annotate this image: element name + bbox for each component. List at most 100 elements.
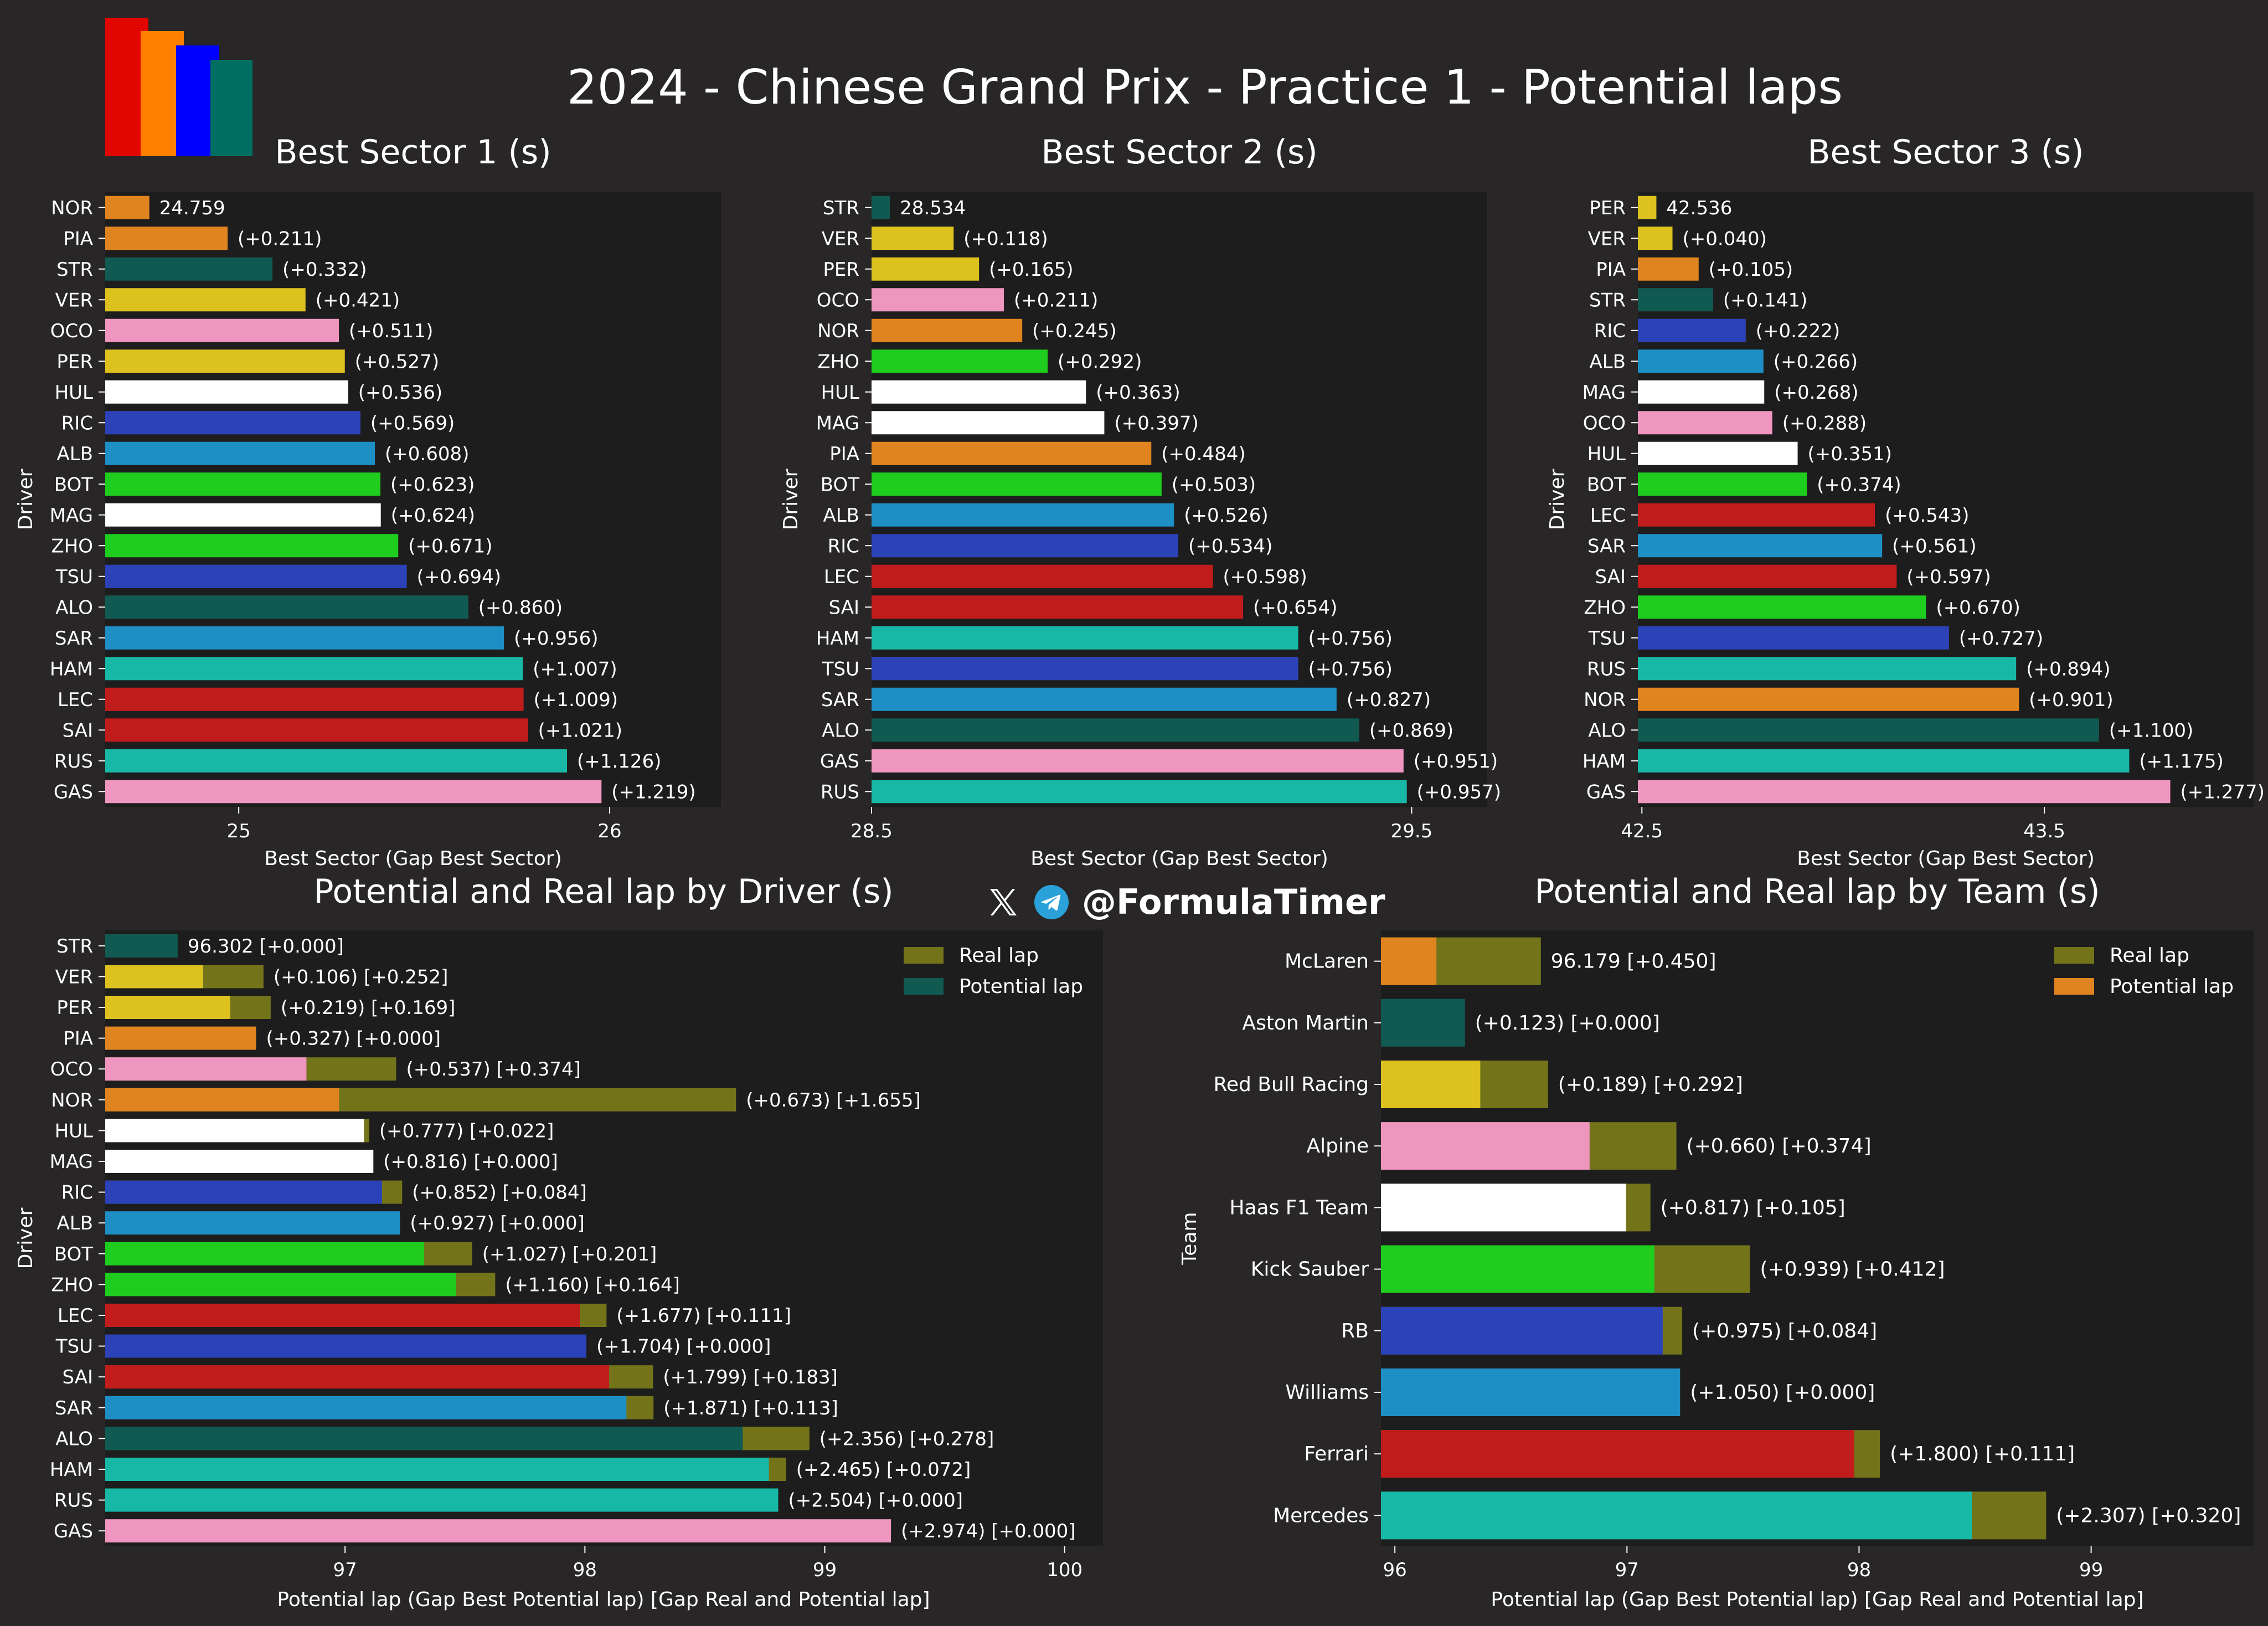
- sector3-y-axis-label: Driver: [1546, 469, 1569, 530]
- sector1-data-label: (+0.569): [370, 412, 455, 434]
- team_laps-potential-lap-bar: [1381, 937, 1437, 985]
- driver_laps-potential-lap-bar: [105, 1150, 374, 1173]
- team_laps-potential-lap-bar: [1381, 1491, 1972, 1540]
- sector2-bar: [872, 595, 1244, 619]
- sector1-category-label: SAI: [63, 719, 94, 742]
- sector3-data-label: (+0.561): [1892, 535, 1976, 557]
- sector2-data-label: (+0.951): [1414, 750, 1498, 773]
- team_laps-potential-lap-bar: [1381, 1306, 1663, 1355]
- sector1-y-axis-label: Driver: [14, 469, 37, 530]
- driver_laps-potential-lap-bar: [105, 1088, 339, 1112]
- sector3-data-label: (+1.277): [2181, 781, 2265, 803]
- driver_laps-category-label: STR: [56, 935, 93, 958]
- driver_laps-x-axis-label: Potential lap (Gap Best Potential lap) […: [277, 1588, 930, 1611]
- driver_laps-category-label: HAM: [50, 1459, 93, 1481]
- driver_laps-potential-lap-bar: [105, 965, 203, 989]
- sector2-category-label: HUL: [821, 382, 859, 404]
- sector1-data-label: (+0.211): [238, 228, 322, 250]
- driver_laps-potential-lap-bar: [105, 1180, 382, 1204]
- sector1-category-label: MAG: [50, 505, 93, 527]
- sector1-x-tick-label: 25: [227, 820, 251, 842]
- sector2-data-label: (+0.484): [1161, 443, 1245, 465]
- sector1-bar: [105, 380, 348, 404]
- sector1-bar: [105, 718, 528, 742]
- social-handle[interactable]: @FormulaTimer: [986, 882, 1385, 922]
- driver_laps-category-label: VER: [55, 966, 93, 988]
- team_laps-y-axis-label: Team: [1178, 1212, 1201, 1265]
- sector1-category-label: STR: [56, 259, 93, 281]
- sector3-category-label: SAR: [1587, 535, 1626, 557]
- sector1-bar: [105, 257, 273, 281]
- sector2-data-label: (+0.534): [1188, 535, 1272, 557]
- team_laps-x-tick-label: 97: [1615, 1559, 1639, 1581]
- sector2-category-label: PIA: [829, 443, 859, 465]
- sector3-data-label: (+0.268): [1774, 382, 1858, 404]
- driver_laps-potential-lap-bar: [105, 1273, 456, 1296]
- sector2-data-label: (+0.245): [1032, 320, 1116, 342]
- team_laps-potential-lap-bar: [1381, 1430, 1854, 1478]
- driver_laps-legend-swatch: [904, 947, 944, 964]
- sector2-data-label: (+0.211): [1014, 289, 1098, 311]
- driver_laps-legend-label: Potential lap: [959, 975, 1083, 998]
- team_laps-legend-label: Real lap: [2110, 944, 2189, 967]
- driver_laps-category-label: NOR: [51, 1089, 93, 1112]
- sector2-y-axis-label: Driver: [780, 469, 802, 530]
- handle-text: @FormulaTimer: [1082, 882, 1385, 922]
- team_laps-category-label: Alpine: [1307, 1135, 1369, 1157]
- driver_laps-potential-lap-bar: [105, 1211, 400, 1235]
- sector2-x-axis-label: Best Sector (Gap Best Sector): [1030, 847, 1328, 870]
- driver_laps-x-tick-label: 98: [573, 1559, 597, 1581]
- sector1-category-label: ALO: [55, 596, 93, 619]
- sector1-category-label: RUS: [54, 750, 93, 773]
- driver_laps-potential-lap-bar: [105, 996, 230, 1019]
- sector1-category-label: ZHO: [51, 535, 93, 557]
- sector2-category-label: STR: [823, 197, 859, 219]
- driver_laps-potential-lap-bar: [105, 1427, 743, 1450]
- sector3-data-label: (+0.351): [1808, 443, 1892, 465]
- sector3-category-label: ALO: [1588, 719, 1626, 742]
- sector2-data-label: (+0.397): [1114, 412, 1198, 434]
- sector3-data-label: (+0.288): [1782, 412, 1867, 434]
- sector1-data-label: (+0.527): [355, 351, 439, 373]
- driver_laps-data-label: (+2.356) [+0.278]: [819, 1428, 994, 1450]
- team_laps-legend-label: Potential lap: [2110, 975, 2234, 998]
- sector1-category-label: RIC: [61, 412, 93, 434]
- team_laps-category-label: RB: [1341, 1320, 1369, 1342]
- driver_laps-category-label: TSU: [55, 1336, 93, 1358]
- sector2-title: Best Sector 2 (s): [1041, 133, 1317, 172]
- team_laps-x-axis-label: Potential lap (Gap Best Potential lap) […: [1491, 1588, 2143, 1611]
- driver_laps-category-label: HUL: [55, 1120, 93, 1142]
- sector1-data-label: (+0.608): [385, 443, 469, 465]
- sector2-category-label: SAR: [821, 689, 859, 711]
- team_laps-data-label: (+1.800) [+0.111]: [1890, 1443, 2075, 1465]
- sector2-category-label: SAI: [829, 596, 860, 619]
- sector3-bar: [1638, 288, 1713, 312]
- sector1-data-label: 24.759: [159, 197, 225, 219]
- sector2-x-tick-label: 28.5: [850, 820, 893, 842]
- team_laps-category-label: Red Bull Racing: [1213, 1073, 1369, 1096]
- sector3-category-label: LEC: [1590, 505, 1626, 527]
- sector1-category-label: BOT: [54, 474, 93, 496]
- sector1-bar: [105, 749, 567, 773]
- driver_laps-potential-lap-bar: [105, 1396, 627, 1419]
- sector1-bar: [105, 626, 504, 650]
- team_laps-x-tick-label: 99: [2079, 1559, 2103, 1581]
- sector2-category-label: ALO: [822, 719, 859, 742]
- sector1-category-label: HAM: [50, 658, 93, 680]
- sector3-bar: [1638, 227, 1673, 250]
- sector1-category-label: TSU: [55, 566, 93, 588]
- sector1-data-label: (+1.219): [611, 781, 695, 803]
- driver_laps-category-label: GAS: [54, 1520, 93, 1542]
- team_laps-data-label: (+0.817) [+0.105]: [1661, 1196, 1846, 1219]
- team_laps-data-label: (+0.123) [+0.000]: [1475, 1012, 1660, 1035]
- driver_laps-potential-lap-bar: [105, 1119, 364, 1143]
- sector1-category-label: VER: [55, 289, 93, 311]
- sector2-category-label: OCO: [817, 289, 859, 311]
- team_laps-data-label: (+0.189) [+0.292]: [1558, 1073, 1743, 1096]
- driver_laps-title: Potential and Real lap by Driver (s): [313, 872, 893, 911]
- sector2-category-label: ZHO: [817, 351, 859, 373]
- sector1-bar: [105, 780, 602, 804]
- sector2-category-label: RUS: [821, 781, 859, 803]
- driver_laps-x-tick-label: 99: [813, 1559, 837, 1581]
